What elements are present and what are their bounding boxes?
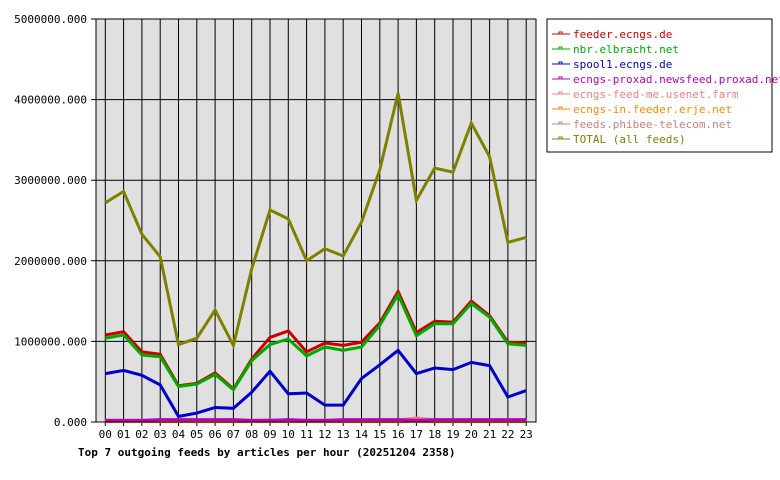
plot-background xyxy=(96,19,536,422)
x-tick-label: 23 xyxy=(520,428,533,441)
x-tick-label: 20 xyxy=(465,428,478,441)
x-tick-label: 06 xyxy=(208,428,221,441)
x-tick-label: 17 xyxy=(410,428,423,441)
legend-label: feeds.phibee-telecom.net xyxy=(573,118,732,131)
y-tick-label: 5000000.000 xyxy=(14,13,87,26)
x-tick-label: 05 xyxy=(190,428,203,441)
x-tick-label: 09 xyxy=(263,428,276,441)
legend-label: feeder.ecngs.de xyxy=(573,28,672,41)
x-tick-label: 21 xyxy=(483,428,496,441)
x-tick-label: 19 xyxy=(446,428,459,441)
x-tick-label: 01 xyxy=(117,428,130,441)
x-tick-label: 07 xyxy=(227,428,240,441)
x-tick-label: 02 xyxy=(135,428,148,441)
x-tick-label: 16 xyxy=(391,428,404,441)
x-tick-label: 22 xyxy=(501,428,514,441)
legend-marker-icon xyxy=(558,31,563,35)
legend-label: TOTAL (all feeds) xyxy=(573,133,686,146)
legend-marker-icon xyxy=(558,106,563,110)
legend-box xyxy=(546,18,773,153)
x-tick-label: 08 xyxy=(245,428,258,441)
chart-title: Top 7 outgoing feeds by articles per hou… xyxy=(78,446,456,459)
legend-label: nbr.elbracht.net xyxy=(573,43,679,56)
x-tick-label: 14 xyxy=(355,428,369,441)
x-tick-label: 18 xyxy=(428,428,441,441)
plot-border xyxy=(95,18,537,423)
legend: feeder.ecngs.de nbr.elbracht.net spool1.ec… xyxy=(546,18,780,153)
legend-marker-icon xyxy=(558,121,563,125)
y-tick-label: 4000000.000 xyxy=(14,94,87,107)
x-tick-label: 04 xyxy=(172,428,186,441)
legend-marker-icon xyxy=(558,136,563,140)
y-tick-label: 2000000.000 xyxy=(14,255,87,268)
x-tick-label: 12 xyxy=(318,428,331,441)
x-tick-label: 13 xyxy=(337,428,350,441)
x-tick-label: 03 xyxy=(154,428,167,441)
x-tick-label: 00 xyxy=(99,428,112,441)
series-line xyxy=(104,92,527,350)
y-tick-label: 0.000 xyxy=(54,416,87,429)
legend-label: ecngs-feed-me.usenet.farm xyxy=(573,88,739,101)
legend-marker-icon xyxy=(558,76,563,80)
x-axis: 00 01 02 03 04 05 06 07 08 09 10 11 12 13 14 15 16 17 18 19… xyxy=(99,428,533,441)
legend-label: ecngs-proxad.newsfeed.proxad.net xyxy=(573,73,780,86)
series-line xyxy=(105,291,527,393)
legend-label: ecngs-in.feeder.erje.net xyxy=(573,103,732,116)
series-line xyxy=(105,418,527,422)
y-axis: 0.000 1000000.000 2000000.000 3000000.000 40… xyxy=(14,13,87,429)
legend-marker-icon xyxy=(558,61,563,65)
legend-label: spool1.ecngs.de xyxy=(573,58,672,71)
y-tick-label: 1000000.000 xyxy=(14,335,87,348)
x-tick-label: 11 xyxy=(300,428,313,441)
y-tick-label: 3000000.000 xyxy=(14,174,87,187)
legend-marker-icon xyxy=(558,91,563,95)
x-tick-label: 10 xyxy=(282,428,295,441)
series-line xyxy=(105,348,527,419)
legend-marker-icon xyxy=(558,46,563,50)
x-tick-label: 15 xyxy=(373,428,386,441)
